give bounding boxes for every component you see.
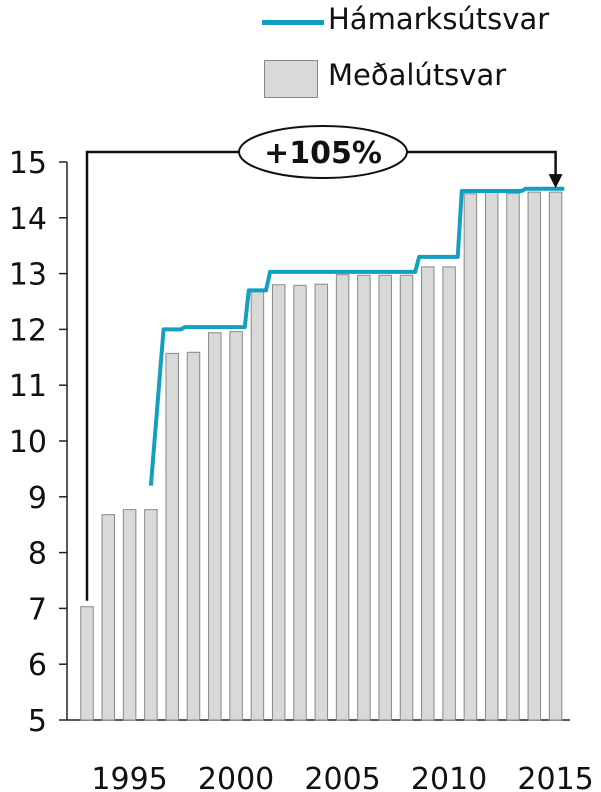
annotation-layer: +105% (85, 125, 563, 601)
x-tick-label: 1995 (91, 762, 167, 792)
y-tick-label: 5 (28, 704, 47, 739)
x-tick-label: 2005 (304, 762, 380, 792)
bar (293, 284, 307, 721)
bar (506, 192, 520, 721)
bar (186, 351, 201, 721)
legend: Hámarksútsvar Meðalútsvar (250, 0, 595, 110)
annotation-label: +105% (264, 136, 382, 171)
y-tick-label: 9 (28, 481, 47, 516)
bar (208, 332, 222, 721)
annotation-arrowhead (548, 174, 563, 189)
y-tick-label: 6 (28, 648, 47, 683)
legend-label-max: Hámarksútsvar (328, 2, 550, 36)
bars-layer (80, 191, 563, 721)
bar (421, 266, 435, 721)
bar (527, 191, 542, 721)
legend-item-max: Hámarksútsvar (250, 0, 595, 44)
bar (229, 331, 243, 721)
x-tick-label: 2015 (517, 762, 593, 792)
bar (271, 284, 286, 721)
y-tick-label: 10 (9, 425, 47, 460)
bar (463, 193, 478, 721)
bar (165, 352, 179, 721)
bar (101, 514, 116, 721)
bar (484, 191, 499, 721)
y-tick-label: 7 (28, 592, 47, 627)
bar (399, 274, 414, 721)
bar (250, 289, 265, 721)
bar (314, 283, 329, 721)
legend-item-avg: Meðalútsvar (250, 0, 595, 98)
x-tick-label: 2000 (198, 762, 274, 792)
series-line-max (148, 186, 565, 486)
bar (122, 509, 137, 721)
legend-line-swatch (262, 20, 324, 25)
y-tick-label: 8 (28, 537, 47, 572)
line-layer (148, 186, 565, 486)
bar (335, 274, 350, 721)
y-tick-label: 11 (9, 369, 47, 404)
legend-bar-swatch (264, 60, 318, 98)
bar (80, 606, 94, 721)
tick-labels-layer: 5 6 7 8 9 10 11 12 13 14 15 1995 2000 2005 2010 2015 (9, 146, 594, 792)
y-tick-label: 13 (9, 258, 47, 293)
annotation-ellipse (238, 125, 408, 179)
legend-label-avg: Meðalútsvar (328, 58, 507, 92)
x-tick-label: 2010 (411, 762, 487, 792)
bar (442, 266, 456, 721)
y-tick-label: 12 (9, 313, 47, 348)
bar (144, 509, 158, 721)
y-tick-label: 14 (9, 202, 47, 237)
bar (378, 274, 392, 721)
y-tick-label: 15 (9, 146, 47, 181)
bar (357, 274, 371, 721)
bar (548, 191, 563, 721)
